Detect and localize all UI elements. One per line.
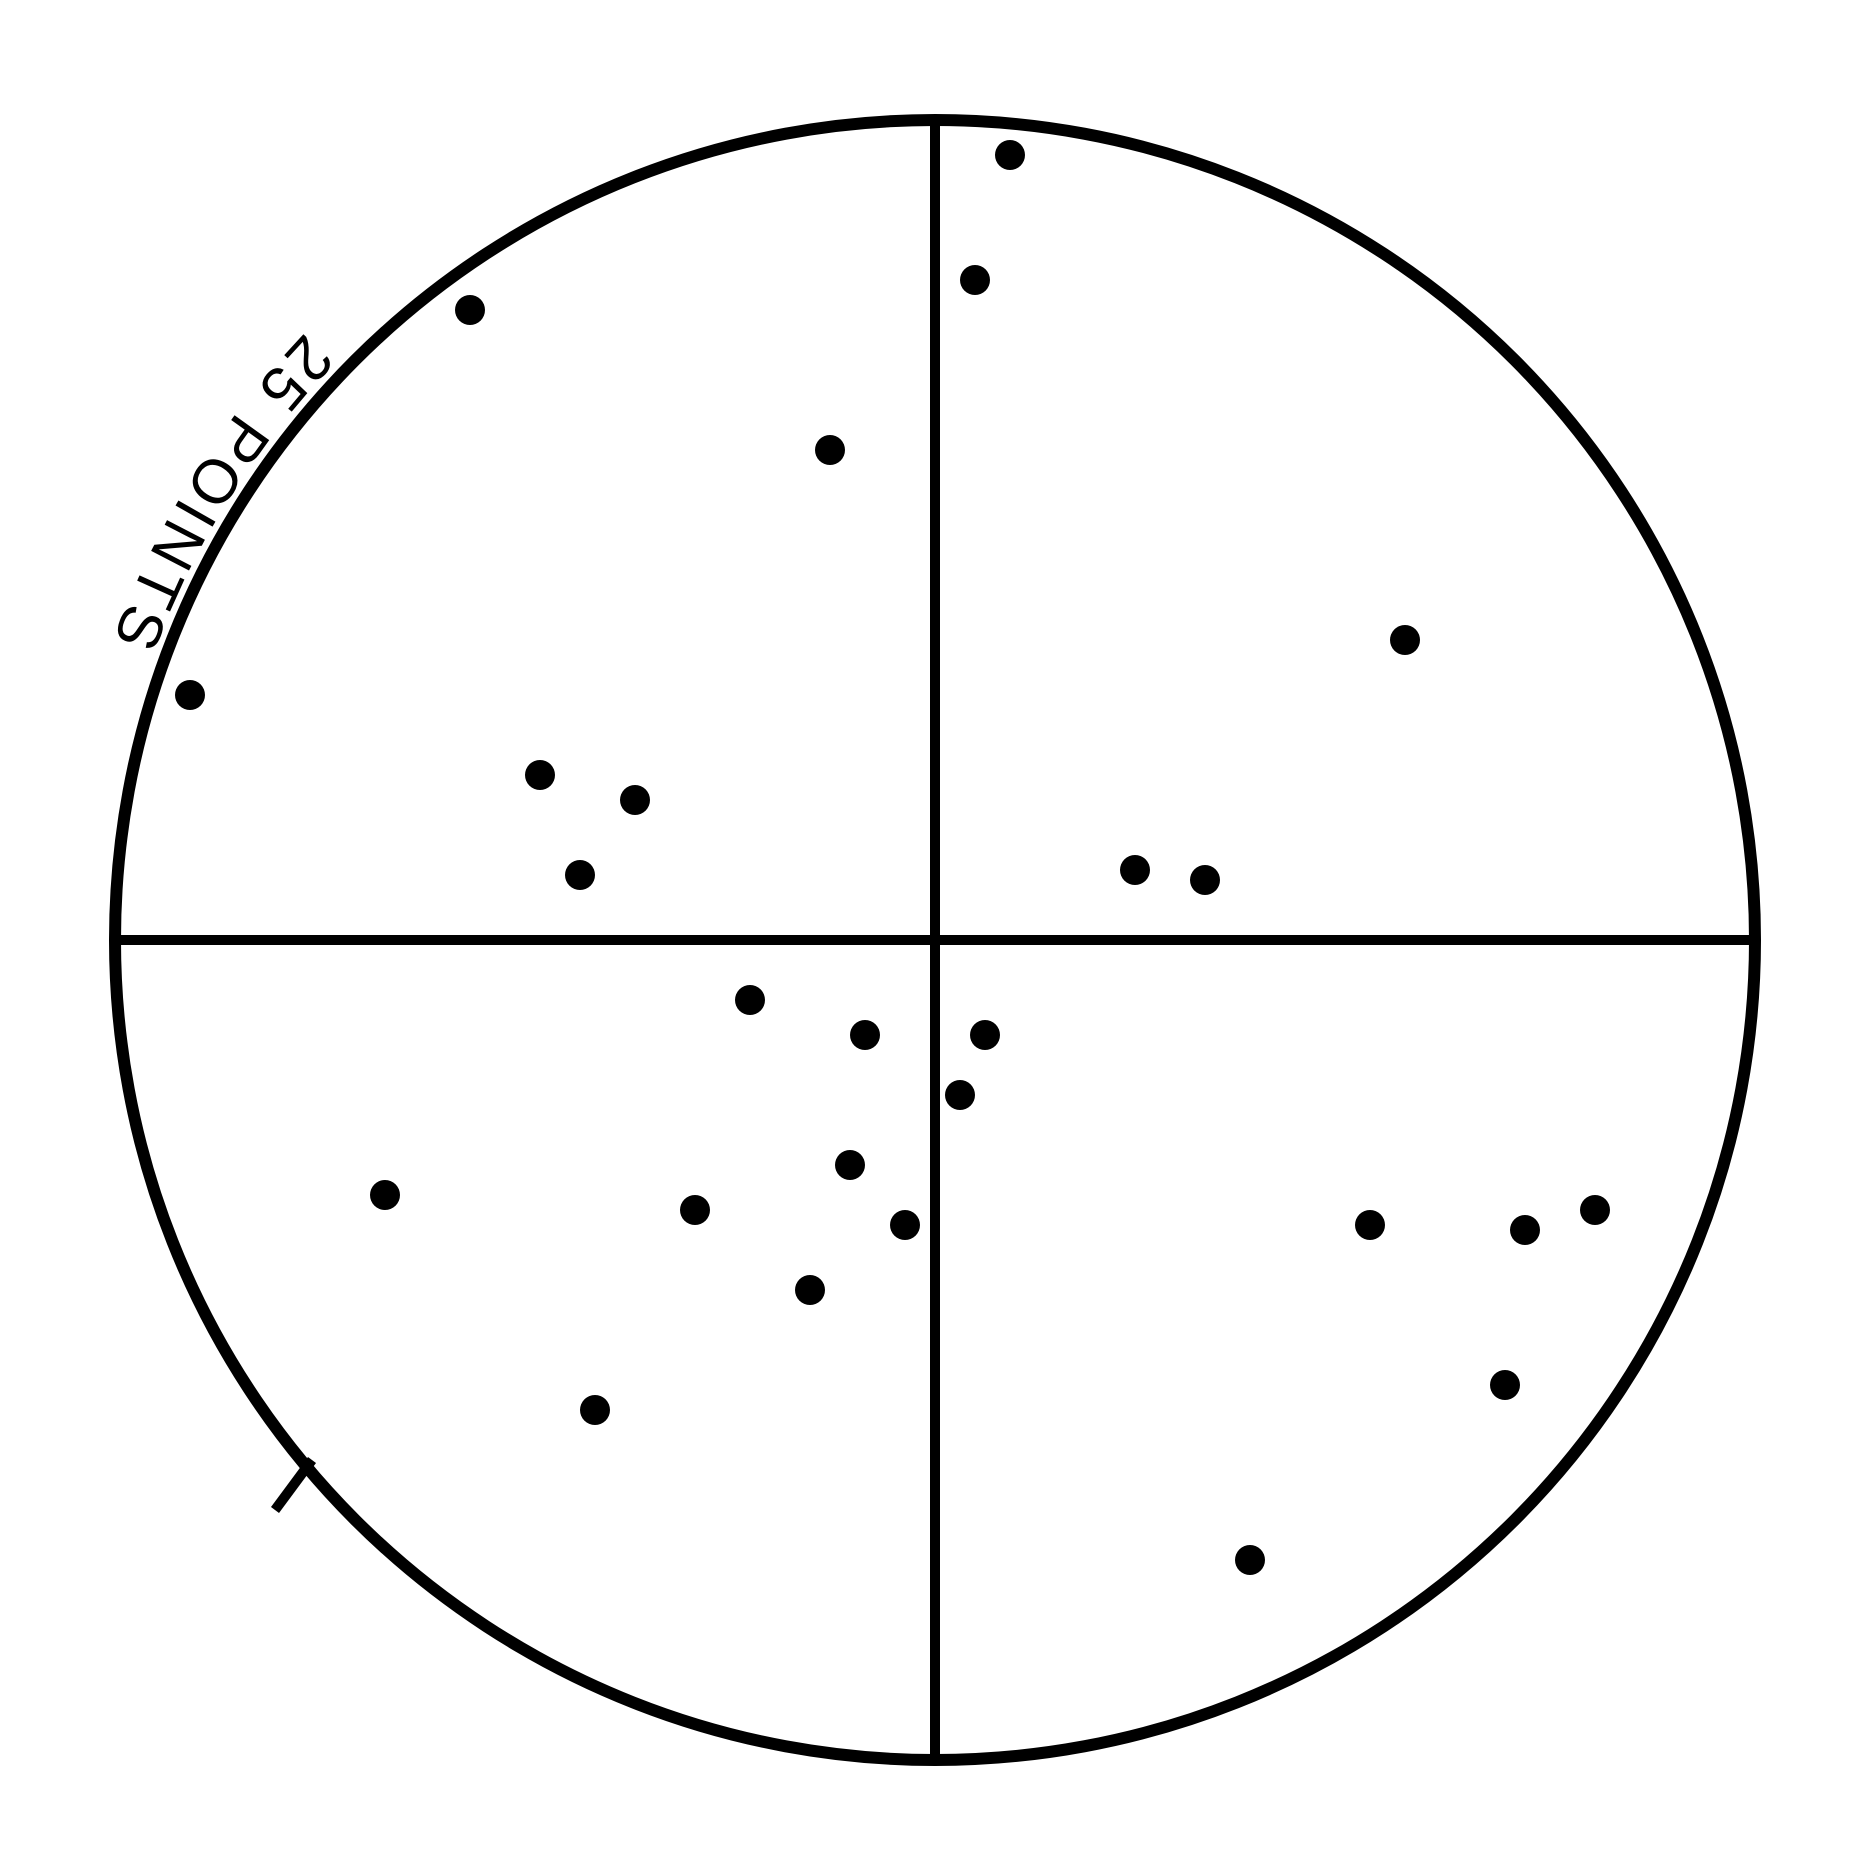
scatter-diagram: 25 POINTS [0, 0, 1860, 1860]
scatter-point [815, 435, 845, 465]
scatter-point [455, 295, 485, 325]
scatter-point [1580, 1195, 1610, 1225]
scatter-point [1235, 1545, 1265, 1575]
scatter-point [620, 785, 650, 815]
scatter-point [960, 265, 990, 295]
scatter-point [565, 860, 595, 890]
scatter-point [1355, 1210, 1385, 1240]
scatter-point [1120, 855, 1150, 885]
scatter-point [945, 1080, 975, 1110]
scatter-point [525, 760, 555, 790]
scatter-point [1510, 1215, 1540, 1245]
scatter-point [580, 1395, 610, 1425]
scatter-point [795, 1275, 825, 1305]
scatter-point [370, 1180, 400, 1210]
scatter-point [735, 985, 765, 1015]
scatter-point [995, 140, 1025, 170]
scatter-point [1490, 1370, 1520, 1400]
scatter-point [1390, 625, 1420, 655]
scatter-svg: 25 POINTS [0, 0, 1860, 1860]
scatter-point [175, 680, 205, 710]
scatter-point [835, 1150, 865, 1180]
scatter-point [850, 1020, 880, 1050]
scatter-point [970, 1020, 1000, 1050]
scatter-point [890, 1210, 920, 1240]
scatter-point [680, 1195, 710, 1225]
scatter-point [1190, 865, 1220, 895]
